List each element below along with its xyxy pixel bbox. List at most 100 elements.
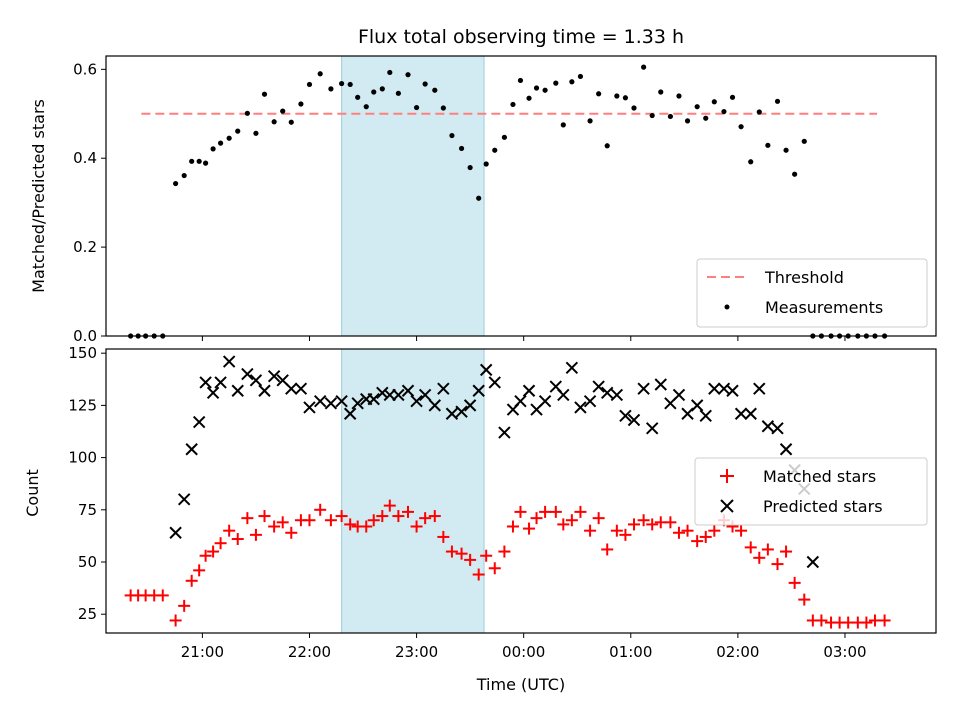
matched-stars-point <box>744 541 757 554</box>
measurement-point <box>501 134 507 140</box>
measurement-point <box>306 81 313 88</box>
matched-stars-point <box>178 599 191 612</box>
measurement-point <box>684 118 691 124</box>
measurement-point <box>226 135 232 141</box>
measurement-point <box>413 104 420 111</box>
predicted-stars-point <box>574 401 587 414</box>
measurement-point <box>405 72 411 78</box>
matched-stars-point <box>428 510 441 523</box>
measurement-point <box>203 160 209 166</box>
y-tick-label: 75 <box>78 501 97 519</box>
measurement-point <box>363 104 369 110</box>
y-tick-label: 0.4 <box>73 149 97 167</box>
measurement-point <box>440 105 446 111</box>
measurement-point <box>261 91 268 97</box>
measurement-point <box>631 105 637 111</box>
measurement-point <box>432 87 438 93</box>
measurement-point <box>711 99 717 105</box>
matched-stars-point <box>303 514 316 527</box>
measurement-point <box>526 95 532 101</box>
matched-stars-point <box>480 549 493 562</box>
measurement-point <box>533 85 540 91</box>
predicted-stars-point <box>761 420 775 433</box>
matched-stars-point <box>549 505 562 518</box>
predicted-stars-point <box>565 361 579 375</box>
measurement-point <box>542 87 548 93</box>
matched-stars-point <box>592 512 605 525</box>
predicted-stars-point <box>177 493 191 506</box>
predicted-stars-point <box>472 384 485 397</box>
measurement-point <box>676 93 682 99</box>
measurement-point <box>379 86 385 92</box>
matched-stars-point <box>523 522 536 535</box>
y-tick-label: 125 <box>68 396 97 414</box>
matched-stars-point <box>619 528 632 541</box>
predicted-stars-point <box>351 397 364 410</box>
measurement-point <box>569 79 575 85</box>
predicted-stars-point <box>627 413 641 427</box>
measurement-point <box>244 110 250 116</box>
matched-legend-swatch <box>720 469 734 483</box>
matched-stars-point <box>419 512 432 525</box>
predicted-stars-point <box>241 367 254 381</box>
predicted-stars-point <box>367 392 380 406</box>
matched-stars-point <box>207 545 220 558</box>
measurement-point <box>217 140 224 146</box>
matched-stars-point <box>199 549 212 562</box>
measurement-point <box>288 119 294 125</box>
matched-stars-point <box>437 530 450 543</box>
predicted-stars-point <box>488 376 501 389</box>
matched-stars-point <box>410 520 423 533</box>
predicted-stars-point <box>610 388 624 402</box>
matched-stars-point <box>472 568 485 581</box>
matched-stars-point <box>735 524 748 537</box>
ratio-legend-box <box>696 258 928 328</box>
measurement-point <box>729 94 736 100</box>
matched-stars-point <box>539 505 552 518</box>
measurement-point <box>467 164 473 171</box>
count-panel: 25 50 75 100 125 150 21:00 22:00 23:00 00:00 01:0… <box>23 344 937 694</box>
predicted-stars-point <box>498 426 511 439</box>
measurement-point <box>483 161 489 167</box>
matched-stars-point <box>627 518 640 531</box>
matched-stars-point <box>193 564 206 577</box>
predicted-stars-point <box>294 382 308 395</box>
measurement-point <box>271 119 277 125</box>
measurement-point <box>189 158 195 164</box>
measurement-point <box>560 122 566 128</box>
predicted-stars-point <box>437 382 450 395</box>
predicted-stars-point <box>779 443 793 456</box>
predicted-legend-label: Predicted stars <box>763 497 883 516</box>
measurement-point <box>667 113 674 120</box>
matched-stars-point <box>376 510 389 523</box>
measurement-point <box>703 115 709 121</box>
measurement-point <box>210 146 216 152</box>
predicted-stars-point <box>231 384 244 397</box>
matched-stars-point <box>258 510 271 523</box>
predicted-stars-point <box>185 443 198 456</box>
predicted-stars-point <box>258 384 271 397</box>
matched-stars-point <box>771 558 784 571</box>
predicted-stars-point <box>557 388 570 402</box>
matched-legend-label: Matched stars <box>763 467 876 486</box>
matched-stars-point <box>314 503 327 516</box>
predicted-stars-point <box>538 394 552 408</box>
threshold-legend-label: Threshold <box>764 268 844 287</box>
y-tick-label: 150 <box>68 344 97 362</box>
x-axis-label: Time (UTC) <box>476 675 565 694</box>
ratio-y-axis: 0.0 0.2 0.4 0.6 <box>73 60 106 345</box>
measurement-point <box>328 86 334 92</box>
predicted-stars-point <box>645 422 659 435</box>
predicted-stars-point <box>744 407 757 420</box>
matched-stars-point <box>392 510 405 523</box>
matched-stars-point <box>798 593 811 606</box>
measurement-point <box>458 145 465 152</box>
predicted-stars-point <box>376 386 389 400</box>
measurement-point <box>395 90 401 96</box>
measurement-point <box>298 101 304 107</box>
matched-stars-point <box>214 537 227 550</box>
predicted-stars-point <box>619 409 632 423</box>
matched-stars-point <box>574 505 587 518</box>
measurement-point <box>196 158 202 164</box>
